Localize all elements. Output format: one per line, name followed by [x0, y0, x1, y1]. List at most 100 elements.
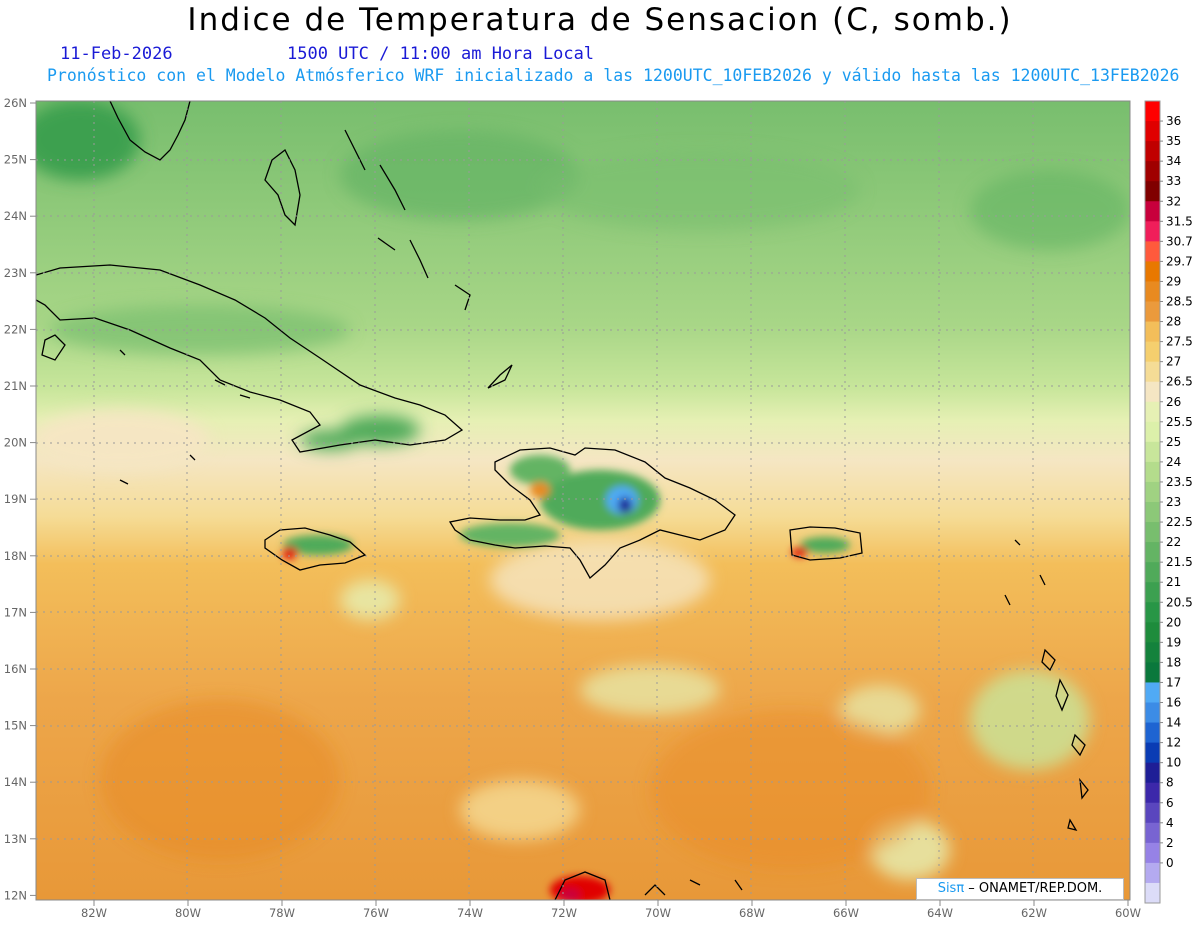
colorbar-label: 2	[1166, 836, 1174, 850]
lon-label: 78W	[269, 906, 295, 920]
hispaniola-coast	[448, 447, 736, 580]
colorbar-label: 36	[1166, 114, 1181, 128]
map-title: Indice de Temperatura de Sensacion (C, s…	[187, 2, 1013, 38]
colorbar-swatch	[1145, 421, 1160, 443]
colorbar-label: 35	[1166, 134, 1181, 148]
colorbar-label: 33	[1166, 174, 1181, 188]
colorbar-label: 24	[1166, 455, 1181, 469]
lat-label: 20N	[4, 436, 27, 450]
latitude-axis: 26N 25N 24N 23N 22N 21N 20N 19N 18N 17N 16N 15N 14N 1…	[4, 96, 36, 902]
colorbar-swatch	[1145, 762, 1160, 784]
colorbar-label: 22.5	[1166, 515, 1193, 529]
colorbar-label: 14	[1166, 716, 1181, 730]
jamaica-coast	[264, 527, 367, 571]
colorbar-label: 10	[1166, 756, 1181, 770]
lat-label: 23N	[4, 266, 27, 280]
lat-label: 25N	[4, 153, 27, 167]
colorbar-label: 32	[1166, 194, 1181, 208]
colorbar-label: 6	[1166, 796, 1174, 810]
colorbar-swatch	[1145, 882, 1160, 904]
colorbar-label: 28	[1166, 315, 1181, 329]
colorbar-swatch	[1145, 401, 1160, 423]
colorbar-swatch	[1145, 522, 1160, 543]
colorbar-swatch	[1145, 201, 1160, 222]
colorbar-label: 28.5	[1166, 295, 1193, 309]
colorbar-swatch	[1145, 101, 1160, 122]
lon-label: 80W	[175, 906, 201, 920]
colorbar-swatch	[1145, 121, 1160, 142]
colorbar-swatch	[1145, 181, 1160, 202]
colorbar-swatch	[1145, 802, 1160, 824]
lat-label: 12N	[4, 888, 27, 902]
time-label: 1500 UTC / 11:00 am Hora Local	[287, 44, 595, 64]
lat-label: 17N	[4, 605, 27, 619]
colorbar-label: 22	[1166, 535, 1181, 549]
lat-label: 16N	[4, 662, 27, 676]
colorbar-label: 26.5	[1166, 375, 1193, 389]
colorbar-swatch	[1145, 301, 1160, 323]
colorbar-swatch	[1145, 241, 1160, 262]
lat-label: 19N	[4, 492, 27, 506]
lat-label: 14N	[4, 775, 27, 789]
colorbar-swatch	[1145, 502, 1160, 523]
colorbar-label: 17	[1166, 675, 1181, 689]
lon-label: 82W	[81, 906, 107, 920]
colorbar-label: 31.5	[1166, 214, 1193, 228]
lon-label: 60W	[1115, 906, 1141, 920]
colorbar-swatch	[1145, 361, 1160, 383]
longitude-axis: 82W 80W 78W 76W 74W 72W 70W 68W 66W 64W 62W 60W	[81, 900, 1141, 920]
colorbar-swatch	[1145, 642, 1160, 663]
lat-label: 13N	[4, 832, 27, 846]
small-keys	[41, 334, 251, 485]
venezuela-coast	[554, 871, 743, 900]
colorbar-swatch	[1145, 481, 1160, 503]
colorbar-swatch	[1145, 461, 1160, 483]
lon-label: 64W	[927, 906, 953, 920]
colorbar-swatch	[1145, 261, 1160, 282]
graticule	[36, 101, 1130, 900]
colorbar-label: 34	[1166, 154, 1181, 168]
colorbar	[1144, 100, 1161, 904]
lon-label: 76W	[363, 906, 389, 920]
colorbar-label: 21.5	[1166, 555, 1193, 569]
colorbar-label: 26	[1166, 395, 1181, 409]
lat-label: 22N	[4, 322, 27, 336]
colorbar-label: 25.5	[1166, 415, 1193, 429]
colorbar-label: 29.7	[1166, 254, 1193, 268]
colorbar-label: 20	[1166, 615, 1181, 629]
colorbar-swatch	[1145, 602, 1160, 623]
colorbar-labels: 363534333231.530.729.72928.52827.52726.5…	[1160, 114, 1193, 870]
colorbar-label: 20.5	[1166, 595, 1193, 609]
sispi-logo: Sisπ	[937, 881, 965, 896]
colorbar-swatch	[1145, 441, 1160, 463]
colorbar-label: 23.5	[1166, 475, 1193, 489]
colorbar-swatch	[1145, 321, 1160, 343]
colorbar-label: 30.7	[1166, 234, 1193, 248]
lat-label: 15N	[4, 719, 27, 733]
colorbar-label: 27.5	[1166, 335, 1193, 349]
colorbar-label: 0	[1166, 856, 1174, 870]
credit-box: Sisπ – ONAMET/REP.DOM.	[916, 878, 1124, 900]
lon-label: 70W	[645, 906, 671, 920]
colorbar-swatch	[1145, 682, 1160, 703]
cuba-coast	[36, 264, 464, 453]
lon-label: 62W	[1021, 906, 1047, 920]
puerto-rico-coast	[789, 526, 863, 561]
lat-label: 18N	[4, 549, 27, 563]
colorbar-label: 25	[1166, 435, 1181, 449]
lat-label: 21N	[4, 379, 27, 393]
colorbar-swatch	[1145, 562, 1160, 583]
colorbar-swatch	[1145, 141, 1160, 162]
colorbar-label: 18	[1166, 655, 1181, 669]
colorbar-label: 4	[1166, 816, 1174, 830]
colorbar-label: 29	[1166, 274, 1181, 288]
bahamas-andros	[264, 149, 301, 227]
lon-label: 66W	[833, 906, 859, 920]
colorbar-swatch	[1145, 161, 1160, 182]
colorbar-swatch	[1145, 662, 1160, 683]
lesser-antilles	[1004, 539, 1089, 832]
colorbar-label: 16	[1166, 696, 1181, 710]
florida-coast	[109, 101, 191, 161]
colorbar-label: 19	[1166, 635, 1181, 649]
